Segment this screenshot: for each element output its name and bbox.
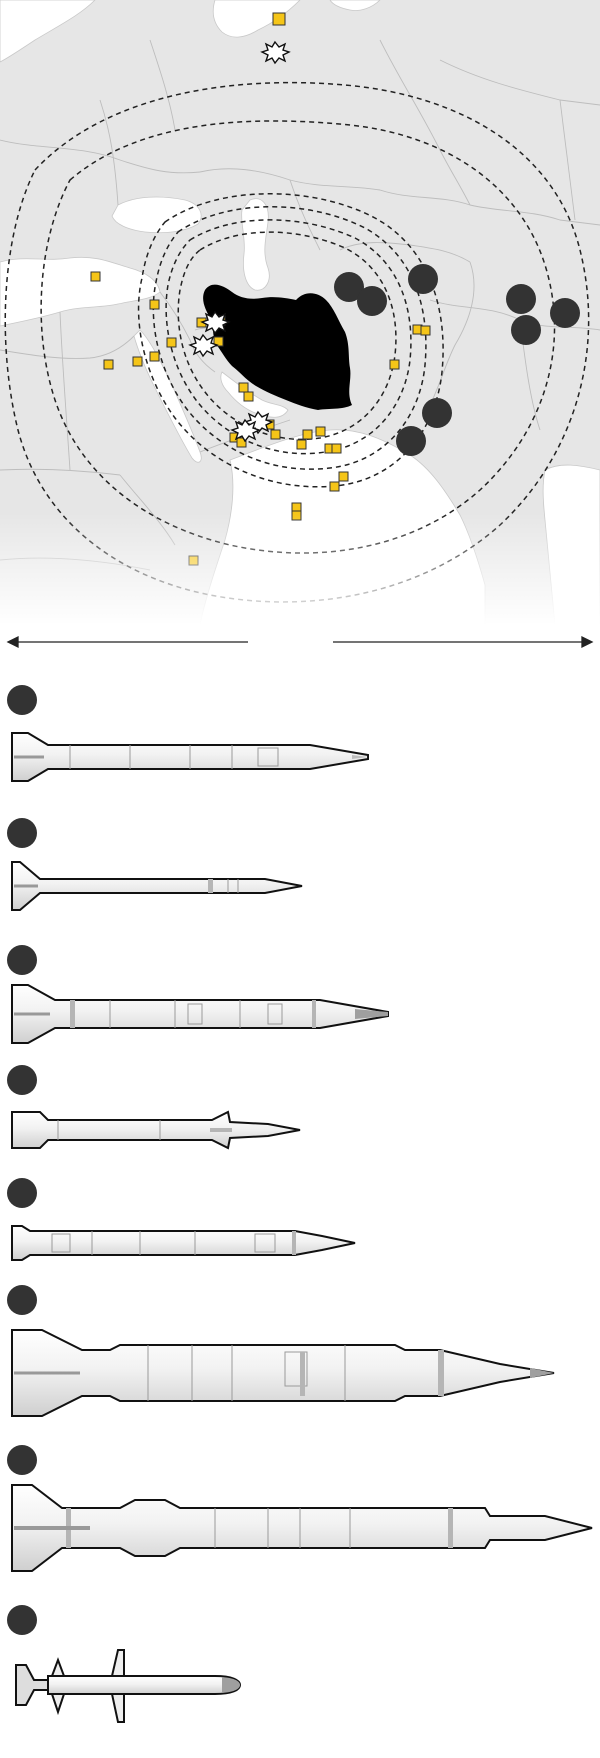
missile-band (210, 1128, 232, 1132)
missile-1 (7, 685, 369, 782)
missile-wing (110, 1649, 125, 1723)
missile-nose-tip (530, 1368, 554, 1378)
missile-band (300, 1352, 305, 1396)
missile-4 (7, 1065, 301, 1150)
missile-badge (7, 1178, 37, 1208)
missile-badge (7, 1285, 37, 1315)
missile-badge (7, 1445, 37, 1475)
missile-band (70, 1000, 75, 1028)
missile-panel (51, 1233, 71, 1253)
missile-6 (7, 1285, 555, 1417)
missile-booster (15, 1664, 49, 1706)
missile-panel (254, 1233, 276, 1253)
missile-7 (7, 1445, 593, 1572)
missile-lineup (7, 685, 593, 1723)
missile-badge (7, 685, 37, 715)
missile-8 (7, 1605, 242, 1723)
missile-band (312, 1000, 316, 1028)
missile-body (11, 861, 303, 911)
missile-nose-tip (222, 1677, 240, 1693)
arrowhead-right-icon (581, 635, 594, 649)
arrowhead-left-icon (6, 635, 19, 649)
missile-badge (7, 945, 37, 975)
missile-body (11, 1484, 593, 1572)
missile-nose-tip (355, 1009, 388, 1019)
missile-nose-tip (352, 755, 368, 759)
missile-badge (7, 1605, 37, 1635)
missile-2 (7, 818, 303, 911)
missile-panel (257, 747, 279, 767)
missile-band (292, 1231, 296, 1255)
missile-panel (284, 1351, 308, 1387)
scale-bar (6, 635, 594, 649)
missile-3 (7, 945, 389, 1044)
missile-body (11, 1225, 356, 1261)
missile-5 (7, 1178, 356, 1261)
missile-body (11, 1110, 301, 1150)
missile-band (438, 1350, 444, 1396)
missile-panel (267, 1003, 283, 1025)
missile-band (208, 879, 213, 893)
missile-body (11, 1329, 555, 1417)
missile-body (11, 984, 389, 1044)
missile-band (448, 1508, 453, 1548)
missile-tail-fin (50, 1657, 66, 1716)
missile-body (47, 1675, 242, 1695)
missile-badge (7, 1065, 37, 1095)
range-map (0, 0, 600, 625)
missile-badge (7, 818, 37, 848)
map-fade (0, 0, 600, 625)
missile-panel (187, 1003, 203, 1025)
